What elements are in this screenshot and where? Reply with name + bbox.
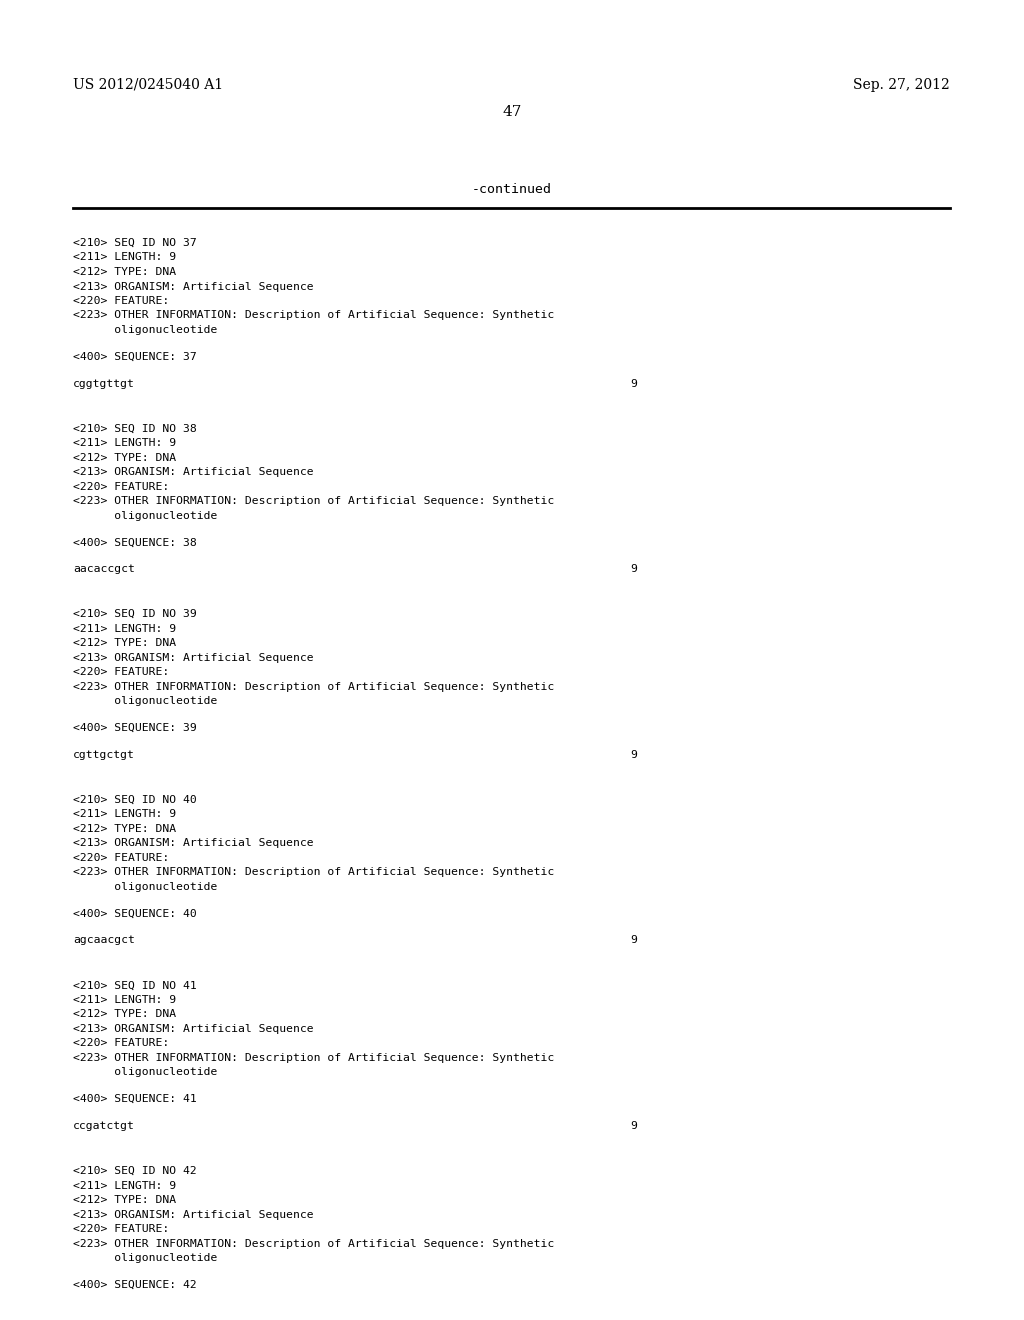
Text: <211> LENGTH: 9: <211> LENGTH: 9 — [73, 252, 176, 263]
Text: <212> TYPE: DNA: <212> TYPE: DNA — [73, 267, 176, 277]
Text: Sep. 27, 2012: Sep. 27, 2012 — [853, 78, 950, 92]
Text: <223> OTHER INFORMATION: Description of Artificial Sequence: Synthetic: <223> OTHER INFORMATION: Description of … — [73, 1053, 554, 1063]
Text: <211> LENGTH: 9: <211> LENGTH: 9 — [73, 624, 176, 634]
Text: <220> FEATURE:: <220> FEATURE: — [73, 667, 169, 677]
Text: ccgatctgt: ccgatctgt — [73, 1121, 135, 1131]
Text: <210> SEQ ID NO 39: <210> SEQ ID NO 39 — [73, 610, 197, 619]
Text: <212> TYPE: DNA: <212> TYPE: DNA — [73, 1010, 176, 1019]
Text: 9: 9 — [630, 379, 637, 388]
Text: cggtgttgt: cggtgttgt — [73, 379, 135, 388]
Text: oligonucleotide: oligonucleotide — [73, 882, 217, 892]
Text: <212> TYPE: DNA: <212> TYPE: DNA — [73, 453, 176, 462]
Text: <223> OTHER INFORMATION: Description of Artificial Sequence: Synthetic: <223> OTHER INFORMATION: Description of … — [73, 867, 554, 878]
Text: <220> FEATURE:: <220> FEATURE: — [73, 482, 169, 491]
Text: <213> ORGANISM: Artificial Sequence: <213> ORGANISM: Artificial Sequence — [73, 467, 313, 477]
Text: oligonucleotide: oligonucleotide — [73, 325, 217, 335]
Text: <400> SEQUENCE: 38: <400> SEQUENCE: 38 — [73, 537, 197, 548]
Text: cgttgctgt: cgttgctgt — [73, 750, 135, 760]
Text: <213> ORGANISM: Artificial Sequence: <213> ORGANISM: Artificial Sequence — [73, 281, 313, 292]
Text: <400> SEQUENCE: 37: <400> SEQUENCE: 37 — [73, 352, 197, 362]
Text: <210> SEQ ID NO 37: <210> SEQ ID NO 37 — [73, 238, 197, 248]
Text: <223> OTHER INFORMATION: Description of Artificial Sequence: Synthetic: <223> OTHER INFORMATION: Description of … — [73, 496, 554, 506]
Text: <213> ORGANISM: Artificial Sequence: <213> ORGANISM: Artificial Sequence — [73, 652, 313, 663]
Text: 47: 47 — [503, 106, 521, 119]
Text: <212> TYPE: DNA: <212> TYPE: DNA — [73, 638, 176, 648]
Text: oligonucleotide: oligonucleotide — [73, 696, 217, 706]
Text: 9: 9 — [630, 936, 637, 945]
Text: oligonucleotide: oligonucleotide — [73, 1068, 217, 1077]
Text: 9: 9 — [630, 750, 637, 760]
Text: US 2012/0245040 A1: US 2012/0245040 A1 — [73, 78, 223, 92]
Text: <210> SEQ ID NO 40: <210> SEQ ID NO 40 — [73, 795, 197, 805]
Text: <223> OTHER INFORMATION: Description of Artificial Sequence: Synthetic: <223> OTHER INFORMATION: Description of … — [73, 1238, 554, 1249]
Text: <213> ORGANISM: Artificial Sequence: <213> ORGANISM: Artificial Sequence — [73, 1209, 313, 1220]
Text: <400> SEQUENCE: 40: <400> SEQUENCE: 40 — [73, 908, 197, 919]
Text: <223> OTHER INFORMATION: Description of Artificial Sequence: Synthetic: <223> OTHER INFORMATION: Description of … — [73, 681, 554, 692]
Text: 9: 9 — [630, 564, 637, 574]
Text: <211> LENGTH: 9: <211> LENGTH: 9 — [73, 1180, 176, 1191]
Text: <220> FEATURE:: <220> FEATURE: — [73, 1039, 169, 1048]
Text: <210> SEQ ID NO 38: <210> SEQ ID NO 38 — [73, 424, 197, 433]
Text: <220> FEATURE:: <220> FEATURE: — [73, 296, 169, 306]
Text: oligonucleotide: oligonucleotide — [73, 1253, 217, 1263]
Text: <220> FEATURE:: <220> FEATURE: — [73, 1224, 169, 1234]
Text: -continued: -continued — [472, 183, 552, 195]
Text: <400> SEQUENCE: 39: <400> SEQUENCE: 39 — [73, 723, 197, 733]
Text: <223> OTHER INFORMATION: Description of Artificial Sequence: Synthetic: <223> OTHER INFORMATION: Description of … — [73, 310, 554, 321]
Text: aacaccgct: aacaccgct — [73, 564, 135, 574]
Text: <400> SEQUENCE: 42: <400> SEQUENCE: 42 — [73, 1280, 197, 1290]
Text: <400> SEQUENCE: 41: <400> SEQUENCE: 41 — [73, 1094, 197, 1105]
Text: <220> FEATURE:: <220> FEATURE: — [73, 853, 169, 863]
Text: <213> ORGANISM: Artificial Sequence: <213> ORGANISM: Artificial Sequence — [73, 838, 313, 849]
Text: <211> LENGTH: 9: <211> LENGTH: 9 — [73, 438, 176, 447]
Text: <211> LENGTH: 9: <211> LENGTH: 9 — [73, 995, 176, 1005]
Text: <210> SEQ ID NO 41: <210> SEQ ID NO 41 — [73, 981, 197, 990]
Text: oligonucleotide: oligonucleotide — [73, 511, 217, 520]
Text: <211> LENGTH: 9: <211> LENGTH: 9 — [73, 809, 176, 820]
Text: agcaacgct: agcaacgct — [73, 936, 135, 945]
Text: <213> ORGANISM: Artificial Sequence: <213> ORGANISM: Artificial Sequence — [73, 1024, 313, 1034]
Text: <212> TYPE: DNA: <212> TYPE: DNA — [73, 1195, 176, 1205]
Text: 9: 9 — [630, 1121, 637, 1131]
Text: <212> TYPE: DNA: <212> TYPE: DNA — [73, 824, 176, 834]
Text: <210> SEQ ID NO 42: <210> SEQ ID NO 42 — [73, 1166, 197, 1176]
